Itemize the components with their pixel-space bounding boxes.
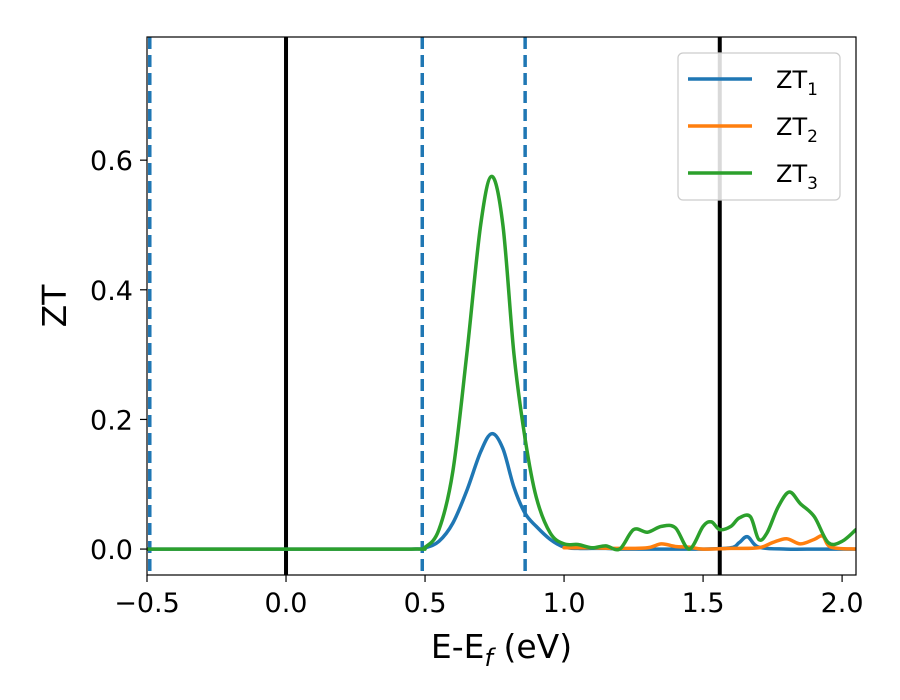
y-tick-label: 0.2 <box>90 405 133 436</box>
series-line-2 <box>562 534 856 551</box>
x-tick-label: 0.5 <box>404 588 447 619</box>
x-tick-label: 2.0 <box>821 588 864 619</box>
plot-frame <box>146 36 857 576</box>
legend-box <box>677 52 841 201</box>
x-tick-label: 1.5 <box>682 588 725 619</box>
series-line-3 <box>147 174 856 552</box>
y-tick-label: 0.0 <box>90 535 133 566</box>
x-tick-label: 0.0 <box>265 588 308 619</box>
x-tick-label: −0.5 <box>114 588 180 619</box>
x-axis-label: E-Ef (eV) <box>431 627 572 672</box>
x-axis-ticks: −0.5 0.0 0.5 1.0 1.5 2.0 <box>114 575 864 619</box>
y-tick-label: 0.4 <box>90 276 133 307</box>
series-lines <box>147 174 856 552</box>
series-line-1 <box>147 431 856 551</box>
y-tick-label: 0.6 <box>90 146 133 177</box>
y-axis-ticks: 0.0 0.2 0.4 0.6 <box>90 146 147 566</box>
reference-lines <box>148 37 722 575</box>
y-axis-label: ZT <box>35 284 74 328</box>
x-tick-label: 1.0 <box>543 588 586 619</box>
